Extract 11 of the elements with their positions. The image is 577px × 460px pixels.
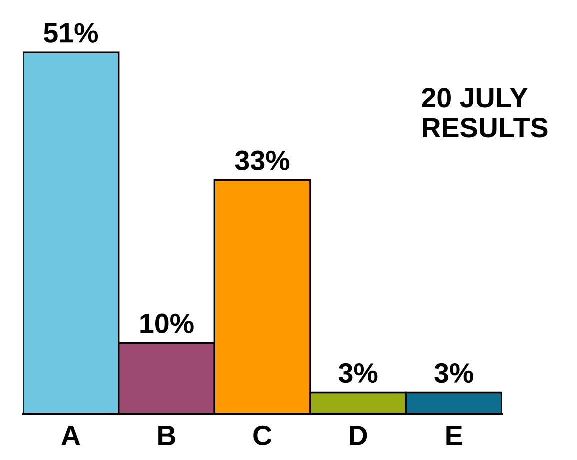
data-label: 10% xyxy=(140,314,194,334)
x-tick-label: B xyxy=(158,426,176,446)
x-tick-label: A xyxy=(62,426,80,446)
annotation: 20 JULY RESULTS xyxy=(422,88,548,138)
data-label: 51% xyxy=(44,23,98,43)
x-tick-label: D xyxy=(350,426,368,446)
data-label: 3% xyxy=(338,363,378,384)
data-label: 3% xyxy=(434,363,474,384)
data-label: 33% xyxy=(235,150,290,171)
x-tick-label: E xyxy=(446,426,462,446)
x-tick-label: C xyxy=(254,426,272,446)
